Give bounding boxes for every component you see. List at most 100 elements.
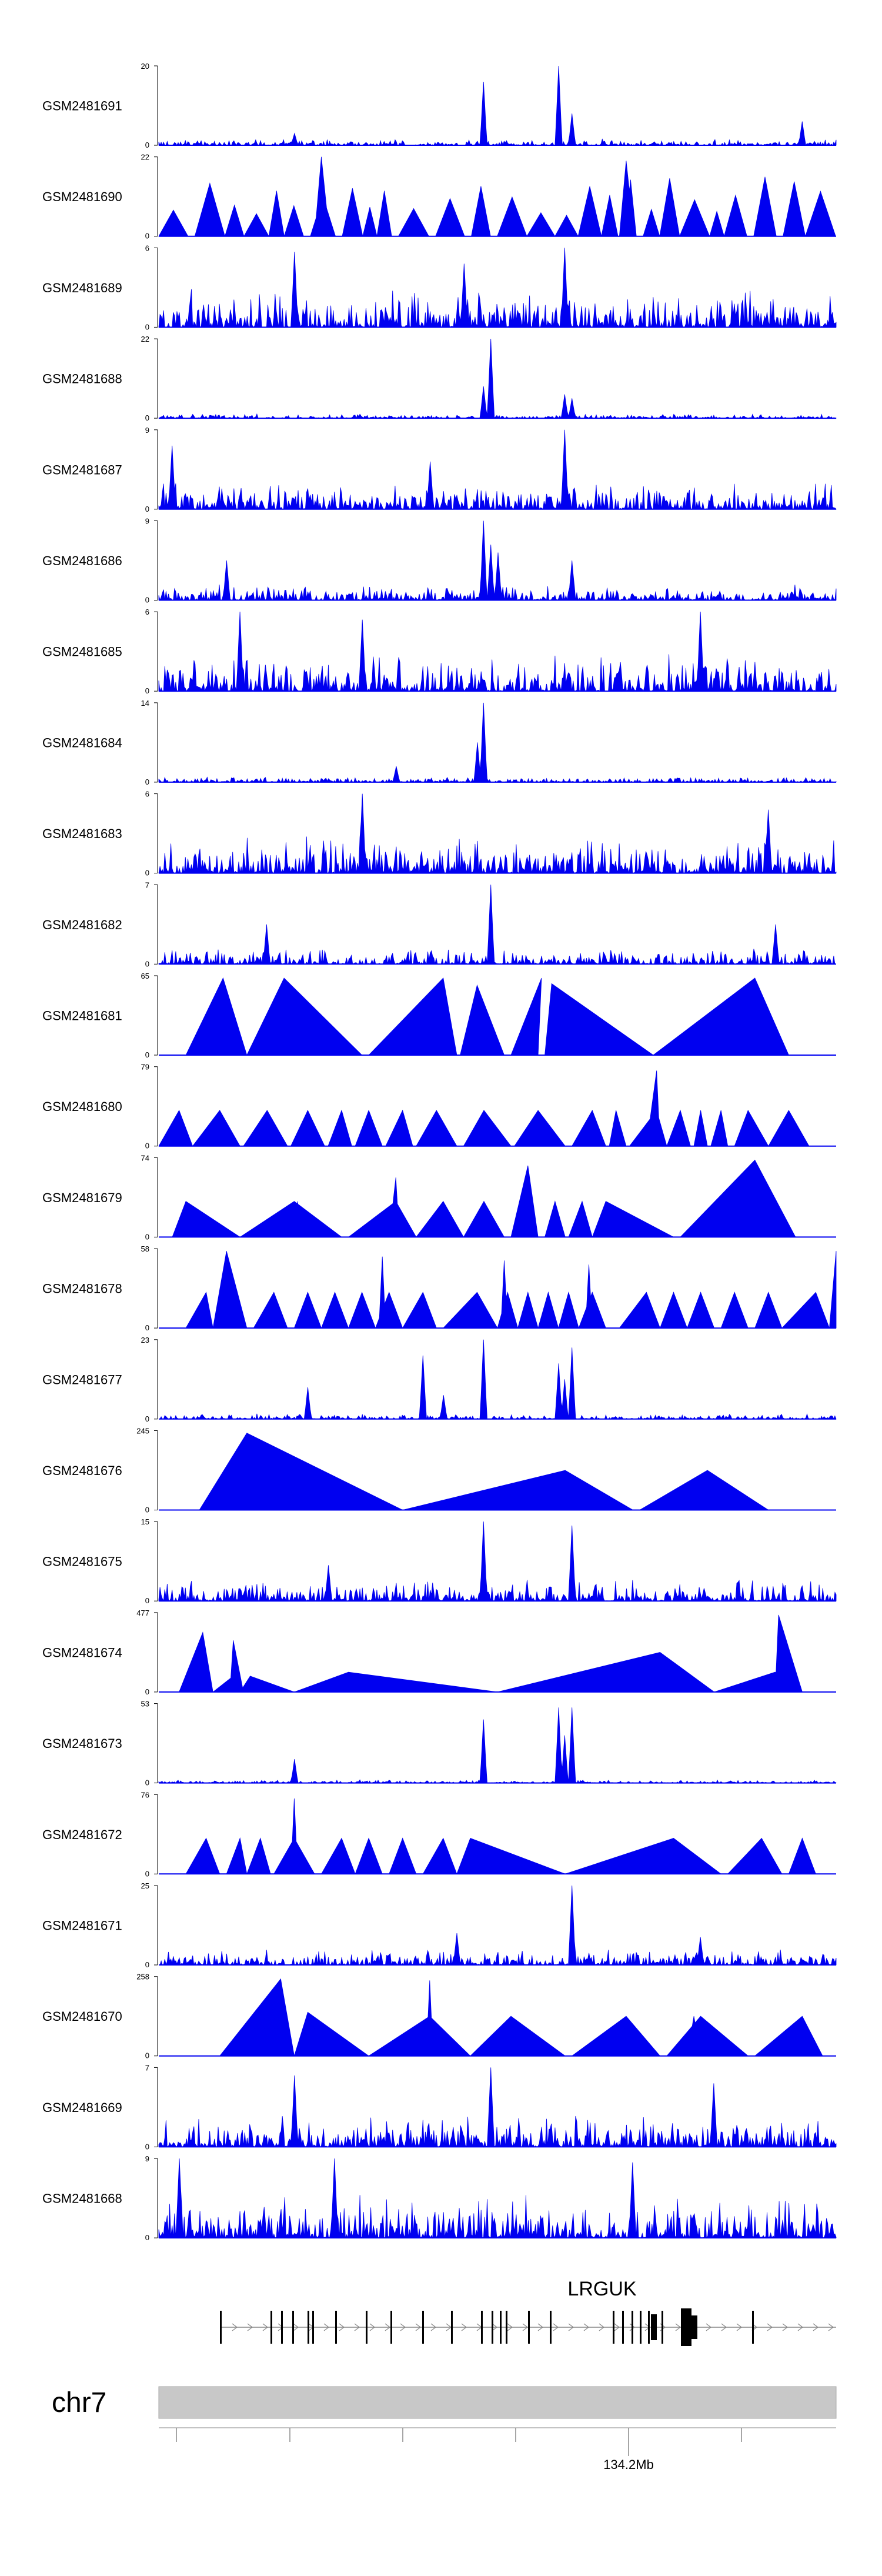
- track-GSM2481678: GSM2481678 58 0: [42, 1244, 837, 1332]
- exon: [308, 2311, 309, 2344]
- y-min-label: 0: [145, 869, 149, 877]
- axis-tick-label: 134.2Mb: [603, 2457, 654, 2472]
- y-min-label: 0: [145, 596, 149, 605]
- y-min-label: 0: [145, 959, 149, 968]
- y-min-label: 0: [145, 1506, 149, 1514]
- y-max-label: 15: [141, 1517, 149, 1526]
- y-max-label: 6: [145, 608, 149, 616]
- track-label: GSM2481673: [42, 1736, 122, 1751]
- exon: [390, 2311, 392, 2344]
- coverage-area: [158, 612, 837, 692]
- y-max-label: 9: [145, 517, 149, 526]
- y-max-label: 65: [141, 972, 149, 980]
- y-max-label: 9: [145, 426, 149, 435]
- exon: [312, 2311, 314, 2344]
- exon: [651, 2314, 657, 2340]
- y-min-label: 0: [145, 1050, 149, 1059]
- exon: [335, 2311, 337, 2344]
- y-min-label: 0: [145, 1142, 149, 1150]
- y-min-label: 0: [145, 2142, 149, 2151]
- exon: [632, 2311, 633, 2344]
- coverage-area: [172, 1159, 796, 1237]
- y-min-label: 0: [145, 1232, 149, 1241]
- track-label: GSM2481683: [42, 826, 122, 841]
- strand-arrow: [369, 2323, 375, 2331]
- track-label: GSM2481669: [42, 2100, 122, 2115]
- coverage-area: [158, 339, 837, 419]
- track-label: GSM2481678: [42, 1282, 122, 1296]
- strand-arrow: [828, 2323, 834, 2331]
- coverage-area: [158, 702, 837, 783]
- track-label: GSM2481671: [42, 1918, 122, 1933]
- coverage-area: [158, 1339, 837, 1420]
- track-GSM2481684: GSM2481684 14 0: [42, 699, 837, 786]
- coverage-area: [158, 520, 837, 601]
- y-min-label: 0: [145, 1596, 149, 1605]
- strand-arrow: [339, 2323, 345, 2331]
- strand-arrow: [706, 2323, 711, 2331]
- track-GSM2481668: GSM2481668 9 0: [42, 2154, 837, 2242]
- track-label: GSM2481690: [42, 189, 122, 204]
- track-GSM2481690: GSM2481690 22 0: [42, 153, 836, 241]
- y-min-label: 0: [145, 1778, 149, 1787]
- coverage-area: [158, 156, 836, 237]
- track-label: GSM2481691: [42, 99, 122, 114]
- chromosome-band: [158, 2386, 837, 2419]
- y-min-label: 0: [145, 322, 149, 331]
- y-max-label: 20: [141, 62, 149, 71]
- track-GSM2481675: GSM2481675 15 0: [42, 1517, 837, 1605]
- strand-arrow: [354, 2323, 360, 2331]
- y-min-label: 0: [145, 778, 149, 786]
- track-GSM2481687: GSM2481687 9 0: [42, 426, 837, 513]
- strand-arrow: [553, 2323, 559, 2331]
- gene-label: LRGUK: [567, 2278, 636, 2300]
- exon: [500, 2311, 502, 2344]
- track-GSM2481689: GSM2481689 6 0: [42, 243, 837, 331]
- track-GSM2481691: GSM2481691 20 0: [42, 62, 837, 149]
- exon: [270, 2311, 272, 2344]
- y-min-label: 0: [145, 2051, 149, 2060]
- coverage-area: [199, 1433, 770, 1510]
- track-GSM2481669: GSM2481669 7 0: [42, 2063, 837, 2151]
- strand-arrow: [461, 2323, 467, 2331]
- exon: [691, 2315, 697, 2339]
- strand-arrow: [583, 2323, 589, 2331]
- track-label: GSM2481679: [42, 1190, 122, 1205]
- track-label: GSM2481682: [42, 917, 122, 932]
- strand-arrow: [675, 2323, 681, 2331]
- track-GSM2481683: GSM2481683 6 0: [42, 790, 837, 877]
- strand-arrow: [507, 2323, 513, 2331]
- exon: [292, 2311, 294, 2344]
- strand-arrow: [599, 2323, 604, 2331]
- chromosome-label: chr7: [52, 2387, 106, 2418]
- coverage-area: [158, 1521, 837, 1602]
- coverage-area: [185, 1251, 837, 1329]
- coverage-area: [185, 1798, 816, 1874]
- strand-arrow: [232, 2323, 238, 2331]
- strand-arrow: [492, 2323, 497, 2331]
- exon: [528, 2311, 530, 2344]
- strand-arrow: [430, 2323, 436, 2331]
- strand-arrow: [262, 2323, 268, 2331]
- y-min-label: 0: [145, 413, 149, 422]
- y-max-label: 9: [145, 2154, 149, 2163]
- strand-arrow: [415, 2323, 421, 2331]
- coverage-area: [185, 977, 790, 1056]
- exon: [366, 2311, 368, 2344]
- track-GSM2481680: GSM2481680 79 0: [42, 1063, 836, 1150]
- track-GSM2481672: GSM2481672 76 0: [42, 1790, 836, 1878]
- coverage-area: [179, 1614, 803, 1693]
- track-GSM2481682: GSM2481682 7 0: [42, 880, 837, 968]
- track-GSM2481681: GSM2481681 65 0: [42, 972, 836, 1059]
- coverage-area: [158, 2067, 837, 2148]
- strand-arrow: [736, 2323, 742, 2331]
- y-min-label: 0: [145, 2233, 149, 2242]
- strand-arrow: [721, 2323, 727, 2331]
- exon: [648, 2311, 650, 2344]
- track-GSM2481685: GSM2481685 6 0: [42, 608, 837, 695]
- strand-arrow: [568, 2323, 574, 2331]
- y-max-label: 6: [145, 790, 149, 799]
- strand-arrow: [293, 2323, 299, 2331]
- y-max-label: 7: [145, 2063, 149, 2072]
